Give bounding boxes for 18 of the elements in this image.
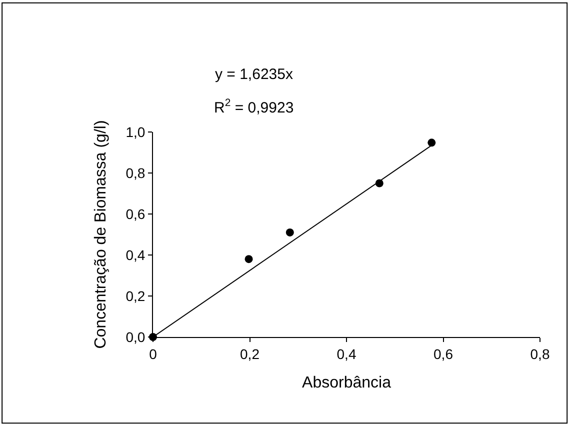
point — [244, 255, 253, 264]
x-axis-title: Absorbância — [302, 374, 392, 392]
point — [428, 138, 436, 147]
text: R$^{2}$ = 0,9923 — [214, 97, 294, 116]
x-tick-label: 0 — [149, 346, 158, 362]
x-tick-label: 0,8 — [530, 346, 550, 362]
y-axis-title: Concentração de Biomassa (g/l) — [92, 120, 110, 349]
y-tick-label: 0,4 — [126, 246, 146, 263]
text: y = 1,6235x — [215, 66, 294, 83]
y-tick-label: 1,0 — [126, 124, 146, 140]
y-tick-label: 0,8 — [126, 164, 146, 181]
y-tick-label: 0,2 — [126, 288, 146, 304]
x-tick-label: 0,2 — [240, 346, 260, 362]
x-tick-label: 0,6 — [434, 346, 454, 362]
x-tick-label: 0,4 — [336, 346, 356, 362]
y-tick-label: 0,0 — [126, 328, 146, 345]
y-tick-label: 0,6 — [126, 206, 146, 222]
point — [286, 228, 294, 236]
